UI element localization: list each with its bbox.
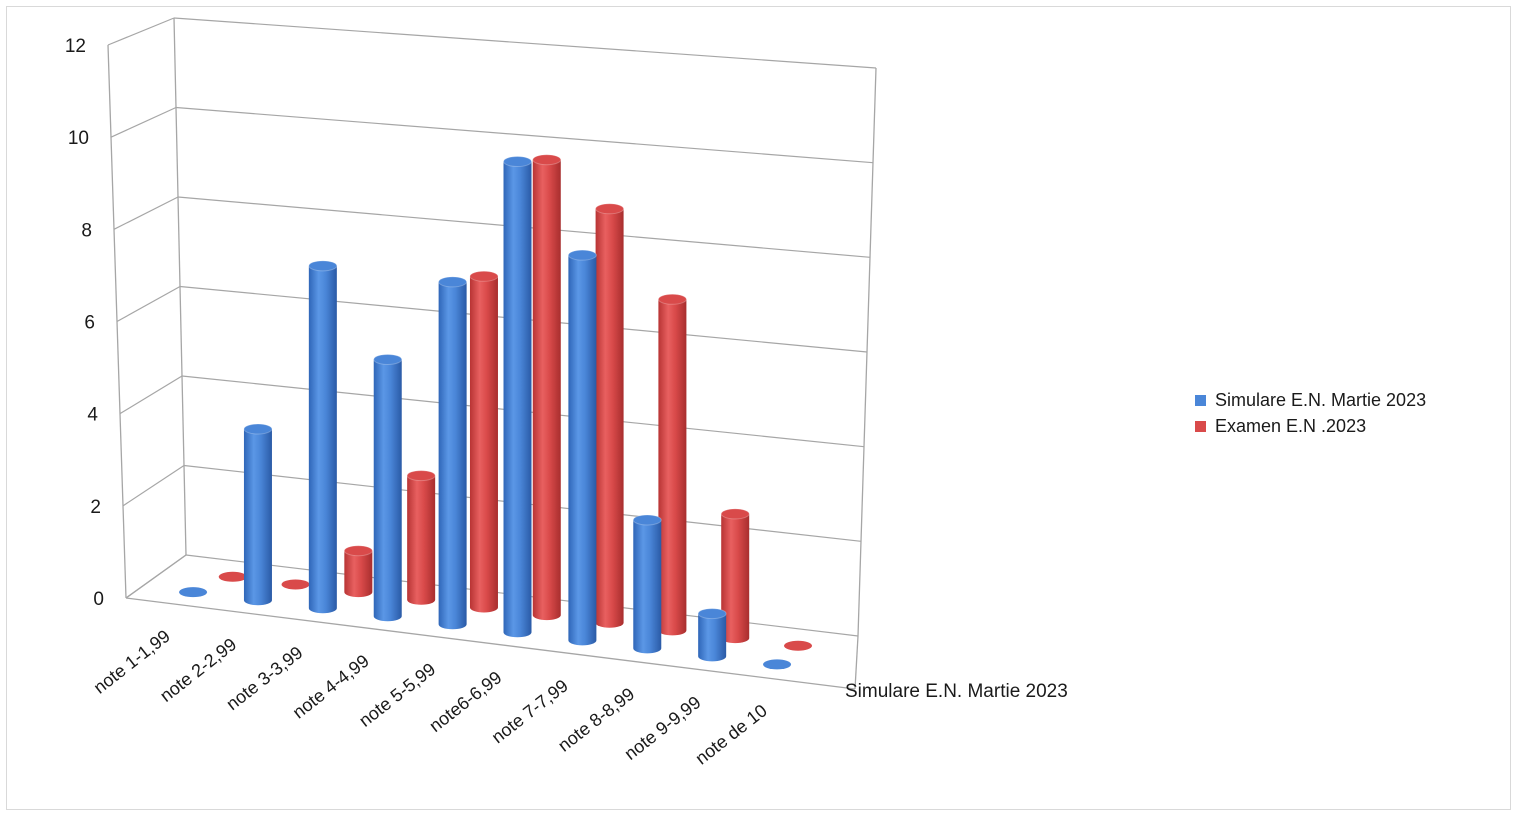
bar-0-1 [243, 423, 273, 606]
gridline-left-wall [116, 285, 181, 323]
legend-item: Simulare E.N. Martie 2023 [1195, 387, 1426, 413]
bar-1-3 [406, 470, 436, 605]
legend-swatch [1195, 420, 1206, 432]
legend-label: Examen E.N .2023 [1215, 415, 1367, 436]
bar-1-2 [343, 545, 373, 598]
gridline-left-wall [110, 106, 177, 138]
y-tick-label: 4 [87, 405, 98, 426]
bar-0-5-body [503, 161, 532, 638]
x-tick-label: note de 10 [692, 700, 771, 768]
bar-1-6-top [595, 203, 625, 215]
bar-1-5 [532, 154, 562, 621]
floor-front-edge [125, 597, 856, 690]
y-tick-label: 2 [90, 497, 101, 518]
bar-0-3-top [373, 353, 403, 365]
bar-0-3-body [373, 359, 402, 622]
gridline-left-wall [125, 554, 187, 599]
bar-1-6 [595, 203, 625, 628]
depth-axis-label: Simulare E.N. Martie 2023 [845, 681, 1068, 702]
gridline-back-wall [175, 106, 874, 164]
bar-1-3-top [406, 470, 436, 482]
bar-1-9-base [784, 640, 813, 651]
gridline-left-wall [107, 17, 175, 46]
chart-bars [179, 154, 813, 670]
bar-0-2 [308, 260, 338, 614]
y-tick-label: 12 [65, 36, 86, 57]
y-tick-label: 6 [84, 313, 95, 334]
legend-item: Examen E.N .2023 [1195, 413, 1426, 439]
bar-1-2-body [344, 550, 373, 598]
bar-1-1 [281, 579, 310, 590]
legend-swatch [1195, 394, 1206, 406]
y-tick-label: 8 [81, 220, 92, 241]
bar-0-1-body [243, 429, 272, 606]
bar-1-3-body [407, 475, 436, 605]
bar-0-9 [763, 659, 792, 670]
floor-right-edge [854, 635, 859, 690]
y-tick-label: 10 [68, 128, 89, 149]
bar-1-2-top [343, 545, 373, 557]
bar-0-8 [697, 608, 727, 662]
chart-frame [6, 6, 1511, 810]
bar-0-4-body [438, 281, 467, 630]
bar-1-0-base [218, 571, 247, 582]
bar-0-2-body [308, 265, 337, 614]
gridline-left-wall [113, 196, 179, 230]
bar-1-7-top [657, 293, 687, 305]
bar-0-8-body [698, 613, 727, 662]
legend-label: Simulare E.N. Martie 2023 [1215, 389, 1427, 410]
bar-1-8-top [720, 508, 750, 520]
x-tick-label: note6-6,99 [425, 667, 505, 736]
bar-0-7-body [633, 519, 662, 654]
bar-1-4-body [469, 276, 498, 613]
bar-0-5-top [503, 156, 533, 168]
bar-1-0 [218, 571, 247, 582]
bar-1-8 [720, 508, 750, 644]
bar-1-9 [784, 640, 813, 651]
bar-0-6 [567, 249, 597, 646]
bar-0-9-base [763, 659, 792, 670]
bar-0-0 [179, 587, 208, 598]
bar-0-7-top [632, 514, 662, 526]
bar-0-6-top [567, 249, 597, 261]
bar-0-6-body [568, 255, 597, 646]
bar-0-1-top [243, 423, 273, 435]
gridline-back-wall [173, 17, 877, 69]
bar-1-1-base [281, 579, 310, 590]
bar-1-7 [657, 293, 687, 636]
bar-0-2-top [308, 260, 338, 272]
bar-1-6-body [595, 208, 624, 628]
bar-0-7 [632, 514, 662, 654]
gridline-left-wall [119, 375, 183, 415]
legend: Simulare E.N. Martie 2023 Examen E.N .202… [1195, 387, 1426, 439]
bar-1-5-top [532, 154, 562, 166]
gridline-left-wall [122, 464, 185, 507]
bar-1-8-body [721, 513, 750, 644]
bar-1-4 [469, 270, 499, 613]
y-tick-label: 0 [93, 589, 104, 610]
bar-0-3 [373, 353, 403, 622]
bar-0-4-top [438, 276, 468, 288]
bar-0-0-base [179, 587, 208, 598]
bar-0-5 [503, 156, 533, 638]
bar-0-4 [438, 276, 468, 630]
bar-0-8-top [697, 608, 727, 620]
bar-1-5-body [532, 159, 561, 621]
bar-1-4-top [469, 270, 499, 282]
bar-1-7-body [658, 299, 687, 636]
